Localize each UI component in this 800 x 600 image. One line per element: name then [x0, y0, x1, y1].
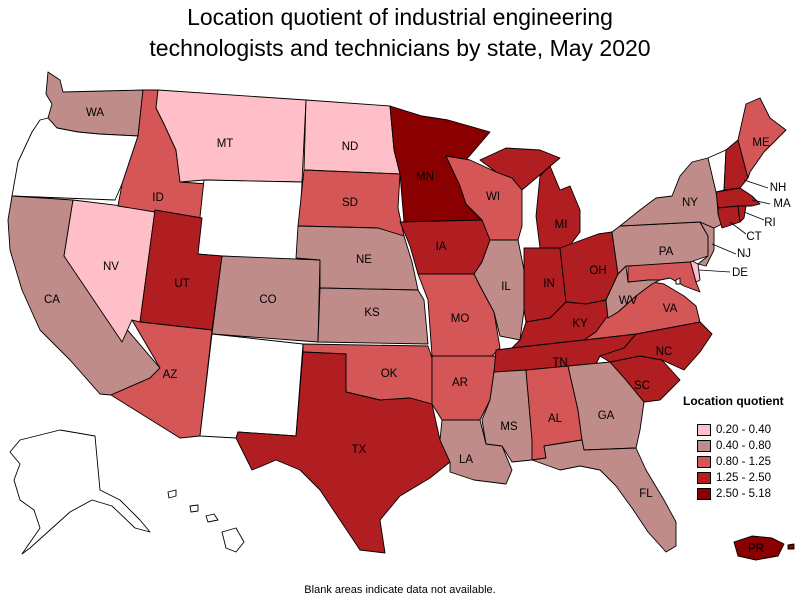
state-WA[interactable] — [45, 71, 144, 137]
state-label-DE: DE — [732, 267, 748, 279]
state-MT[interactable] — [155, 89, 307, 183]
legend-label: 1.25 - 2.50 — [716, 472, 771, 484]
state-label-VA: VA — [663, 303, 678, 315]
state-label-IA: IA — [436, 241, 447, 253]
state-ME[interactable] — [737, 97, 787, 179]
state-label-TN: TN — [552, 357, 567, 369]
state-ND[interactable] — [303, 99, 401, 175]
state-PR[interactable] — [733, 535, 795, 561]
state-label-ND: ND — [342, 141, 359, 153]
state-label-MS: MS — [500, 421, 518, 433]
state-label-IL: IL — [501, 281, 511, 293]
legend-item: 0.40 - 0.80 — [683, 438, 793, 454]
state-label-LA: LA — [459, 454, 473, 466]
state-label-MO: MO — [451, 313, 470, 325]
state-label-NJ: NJ — [737, 248, 751, 260]
state-label-MT: MT — [217, 138, 234, 150]
state-label-MI: MI — [555, 219, 568, 231]
state-label-CO: CO — [259, 294, 276, 306]
map-title-line-2: technologists and technicians by state, … — [149, 35, 651, 61]
legend-label: 0.40 - 0.80 — [716, 440, 771, 452]
state-AK[interactable] — [9, 429, 151, 555]
state-label-MN: MN — [416, 171, 434, 183]
legend-item: 0.20 - 0.40 — [683, 422, 793, 438]
legend-swatch — [697, 488, 711, 500]
state-label-NE: NE — [356, 254, 372, 266]
legend-label: 0.20 - 0.40 — [716, 424, 771, 436]
state-RI[interactable] — [737, 205, 747, 223]
state-CT[interactable] — [717, 205, 741, 229]
state-label-AL: AL — [548, 413, 563, 425]
state-label-AZ: AZ — [163, 369, 178, 381]
state-label-WV: WV — [619, 295, 638, 307]
legend-swatch — [697, 440, 711, 452]
state-NM[interactable] — [199, 333, 304, 439]
map-legend: Location quotient 0.20 - 0.40 0.40 - 0.8… — [683, 394, 793, 502]
state-label-NY: NY — [682, 197, 698, 209]
state-label-IN: IN — [543, 278, 555, 290]
state-label-TX: TX — [352, 444, 367, 456]
state-label-PA: PA — [659, 246, 674, 258]
state-label-GA: GA — [598, 410, 615, 422]
state-NH[interactable] — [723, 139, 749, 191]
state-label-RI: RI — [764, 217, 776, 229]
state-label-CA: CA — [44, 294, 60, 306]
state-MA[interactable] — [715, 187, 761, 209]
state-label-SD: SD — [342, 197, 358, 209]
state-TX[interactable] — [235, 351, 451, 554]
state-label-NH: NH — [770, 182, 787, 194]
state-label-MA: MA — [773, 198, 791, 210]
state-label-OK: OK — [381, 368, 398, 380]
state-callout-lines — [698, 179, 771, 273]
state-MI[interactable] — [479, 147, 581, 249]
legend-swatch — [697, 472, 711, 484]
legend-item: 0.80 - 1.25 — [683, 454, 793, 470]
state-WV[interactable] — [605, 265, 661, 319]
state-label-PR: PR — [748, 543, 764, 555]
state-label-NC: NC — [656, 346, 673, 358]
state-label-OH: OH — [589, 265, 606, 277]
footnote: Blank areas indicate data not available. — [304, 584, 496, 596]
state-FL[interactable] — [531, 439, 677, 553]
map-title: Location quotient of industrial engineer… — [0, 2, 800, 64]
state-NY[interactable] — [619, 157, 723, 229]
legend-item: 1.25 - 2.50 — [683, 470, 793, 486]
state-label-KS: KS — [364, 307, 380, 319]
state-label-KY: KY — [572, 318, 588, 330]
state-label-WI: WI — [486, 191, 500, 203]
state-label-SC: SC — [634, 380, 650, 392]
legend-item: 2.50 - 5.18 — [683, 486, 793, 502]
state-DE[interactable] — [689, 259, 701, 283]
state-label-ID: ID — [152, 192, 164, 204]
state-label-CT: CT — [746, 231, 761, 243]
state-DC[interactable] — [675, 277, 681, 285]
map-title-line-1: Location quotient of industrial engineer… — [187, 4, 613, 30]
state-IL[interactable] — [473, 239, 525, 341]
state-label-AR: AR — [452, 377, 468, 389]
state-NC[interactable] — [599, 321, 713, 371]
state-WY[interactable] — [195, 179, 303, 263]
state-label-WA: WA — [86, 107, 104, 119]
state-LA[interactable] — [439, 419, 513, 485]
state-label-ME: ME — [752, 137, 770, 149]
state-NJ[interactable] — [697, 221, 715, 267]
legend-swatch — [697, 424, 711, 436]
legend-title: Location quotient — [683, 394, 784, 408]
state-labels: WA CA NV ID MT UT AZ CO ND SD NE KS OK TX MN IA MO AR LA WI… — [44, 107, 791, 555]
state-KS[interactable] — [317, 287, 429, 345]
state-WI[interactable] — [445, 155, 523, 241]
legend-label: 0.80 - 1.25 — [716, 456, 771, 468]
legend-swatch — [697, 456, 711, 468]
state-label-NV: NV — [103, 261, 119, 273]
state-label-UT: UT — [174, 278, 189, 290]
legend-label: 2.50 - 5.18 — [716, 488, 771, 500]
state-HI[interactable] — [167, 489, 245, 553]
state-label-FL: FL — [639, 488, 653, 500]
